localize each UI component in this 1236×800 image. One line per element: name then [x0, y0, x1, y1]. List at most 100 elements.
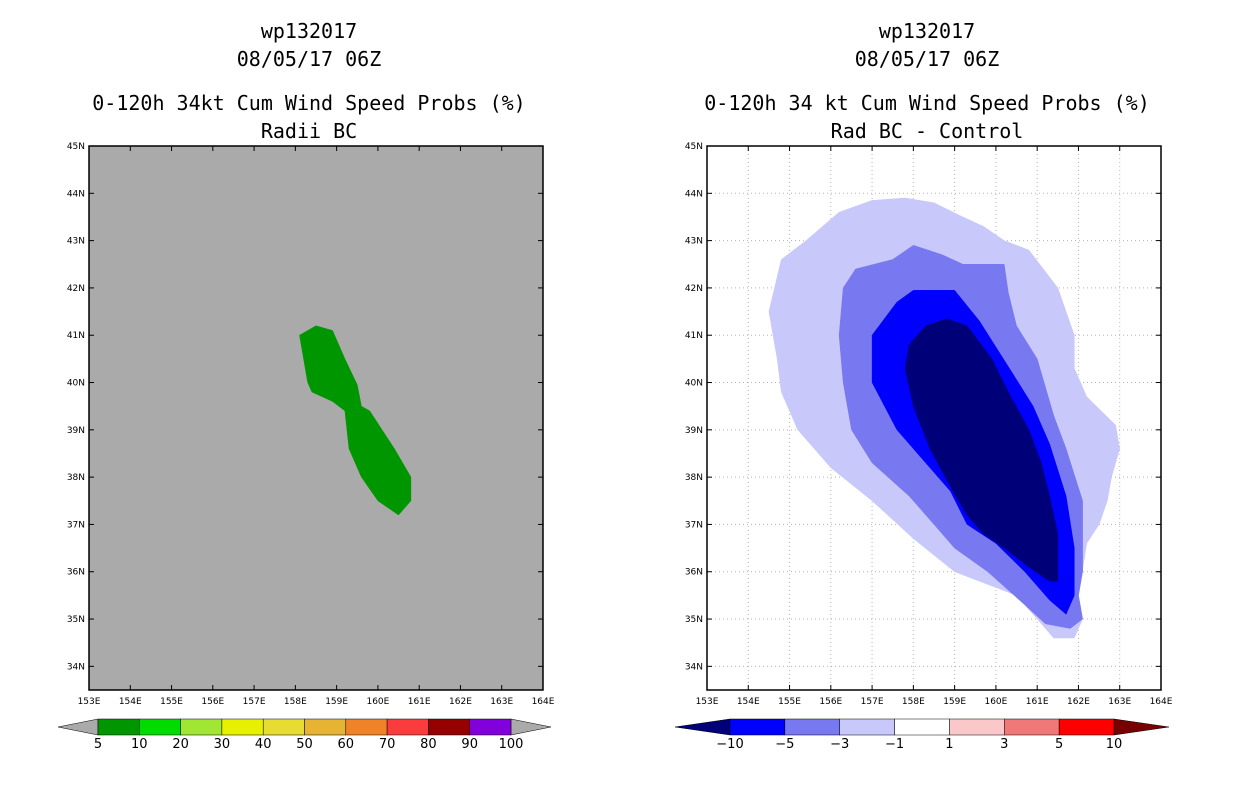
y-tick-label: 42N [685, 284, 703, 294]
colorbar-label: 50 [296, 737, 313, 752]
colorbar-under-arrow [57, 718, 99, 736]
colorbar-label: 1 [945, 737, 953, 752]
x-tick-label: 163E [1108, 697, 1131, 707]
x-tick-label: 161E [1026, 697, 1049, 707]
colorbar-swatch [97, 718, 140, 736]
contour--10 [904, 318, 1059, 582]
right-subtitle: Rad BC - Control [831, 119, 1024, 143]
y-tick-label: 44N [685, 189, 703, 199]
colorbar-label: 60 [338, 737, 355, 752]
y-tick-label: 39N [67, 426, 85, 436]
right-colorbar: −10 −5 −3 −1 1 3 5 10 [674, 718, 1170, 752]
y-tick-label: 45N [685, 142, 703, 152]
x-tick-label: 155E [160, 697, 183, 707]
plot-area [89, 146, 543, 690]
x-tick-label: 159E [325, 697, 348, 707]
y-tick-label: 37N [67, 520, 85, 530]
y-tick-label: 36N [67, 568, 85, 578]
y-tick-label: 39N [685, 426, 703, 436]
colorbar-swatch [1058, 718, 1115, 736]
colorbar-swatch [1004, 718, 1060, 736]
left-subtitle: Radii BC [261, 119, 357, 143]
x-tick-label: 164E [1150, 697, 1173, 707]
y-tick-label: 45N [67, 142, 85, 152]
colorbar-label: −1 [885, 737, 904, 752]
y-tick-label: 41N [67, 331, 85, 341]
colorbar-swatch [949, 718, 1005, 736]
colorbar-label: 80 [420, 737, 437, 752]
x-tick-label: 156E [819, 697, 842, 707]
colorbar-label: 5 [1055, 737, 1063, 752]
x-tick-label: 158E [902, 697, 925, 707]
x-tick-label: 154E [737, 697, 760, 707]
y-tick-label: 43N [685, 237, 703, 247]
left-colorbar: 5 10 20 30 40 50 60 70 80 90 100 [57, 718, 552, 752]
y-tick-label: 34N [67, 662, 85, 672]
colorbar-label: −10 [716, 737, 743, 752]
x-tick-label: 154E [119, 697, 142, 707]
x-tick-label: 162E [1067, 697, 1090, 707]
x-tick-label: 159E [943, 697, 966, 707]
y-tick-label: 35N [67, 615, 85, 625]
left-map-panel: 153E 154E 155E 156E 157E 158E 159E 160E 161E 162E… [67, 142, 555, 707]
colorbar-swatch [180, 718, 223, 736]
left-storm-id: wp132017 [261, 19, 357, 43]
y-tick-label: 34N [685, 662, 703, 672]
x-tick-label: 157E [861, 697, 884, 707]
colorbar-label: 70 [379, 737, 396, 752]
colorbar-swatch [839, 718, 895, 736]
y-tick-label: 37N [685, 520, 703, 530]
x-tick-label: 163E [490, 697, 513, 707]
y-tick-label: 41N [685, 331, 703, 341]
colorbar-swatch [139, 718, 181, 736]
colorbar-label: 20 [172, 737, 189, 752]
y-tick-label: 44N [67, 189, 85, 199]
right-title: 0-120h 34 kt Cum Wind Speed Probs (%) [704, 91, 1150, 115]
y-tick-label: 36N [685, 568, 703, 578]
colorbar-label: 30 [214, 737, 231, 752]
x-tick-label: 162E [449, 697, 472, 707]
colorbar-swatch [304, 718, 347, 736]
x-tick-label: 156E [201, 697, 224, 707]
right-map-panel: 153E 154E 155E 156E 157E 158E 159E 160E 161E 162E… [685, 142, 1173, 707]
plot-frame [88, 145, 544, 691]
x-tick-label: 158E [284, 697, 307, 707]
colorbar-label: 5 [94, 737, 102, 752]
x-tick-label: 160E [984, 697, 1007, 707]
y-tick-label: 35N [685, 615, 703, 625]
y-tick-label: 40N [67, 379, 85, 389]
colorbar-swatch [894, 718, 950, 736]
x-tick-label: 161E [408, 697, 431, 707]
y-tick-label: 43N [67, 237, 85, 247]
colorbar-label: 10 [1106, 737, 1123, 752]
left-datetime: 08/05/17 06Z [237, 47, 382, 71]
x-tick-label: 157E [243, 697, 266, 707]
right-datetime: 08/05/17 06Z [855, 47, 1000, 71]
colorbar-label: −3 [830, 737, 849, 752]
y-tick-label: 38N [685, 473, 703, 483]
colorbar-label: −5 [775, 737, 794, 752]
colorbar-over-arrow [510, 718, 552, 736]
colorbar-swatch [729, 718, 786, 736]
colorbar-swatch [345, 718, 388, 736]
colorbar-swatch [469, 718, 512, 736]
colorbar-swatch [221, 718, 264, 736]
colorbar-label: 40 [255, 737, 272, 752]
left-title: 0-120h 34kt Cum Wind Speed Probs (%) [92, 91, 525, 115]
y-tick-label: 42N [67, 284, 85, 294]
y-tick-label: 40N [685, 379, 703, 389]
colorbar-under-arrow [674, 718, 731, 736]
x-tick-label: 153E [78, 697, 101, 707]
colorbar-swatch [428, 718, 470, 736]
x-tick-label: 155E [778, 697, 801, 707]
x-tick-label: 153E [696, 697, 719, 707]
colorbar-label: 90 [461, 737, 478, 752]
x-tick-label: 164E [532, 697, 555, 707]
right-storm-id: wp132017 [879, 19, 975, 43]
colorbar-swatch [784, 718, 840, 736]
x-tick-label: 160E [366, 697, 389, 707]
colorbar-over-arrow [1113, 718, 1170, 736]
colorbar-label: 100 [499, 737, 524, 752]
colorbar-label: 3 [1000, 737, 1008, 752]
